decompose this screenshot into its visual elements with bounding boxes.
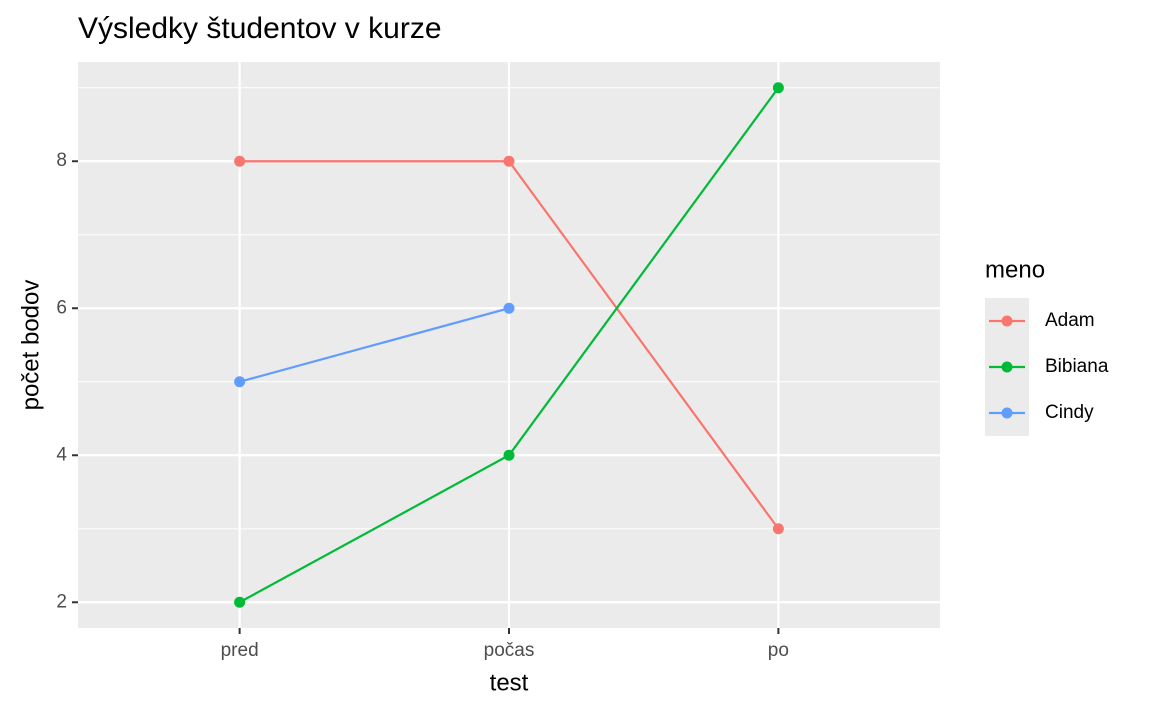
legend-point (1001, 361, 1013, 373)
y-tick-label: 2 (56, 591, 67, 612)
point (772, 523, 784, 535)
y-axis-label: počet bodov (17, 280, 44, 411)
point (234, 155, 246, 167)
y-tick-label: 6 (56, 297, 67, 318)
point (234, 596, 246, 608)
point (234, 376, 246, 388)
legend-title: meno (985, 256, 1045, 283)
legend-point (1001, 315, 1013, 327)
legend-label: Bibiana (1045, 356, 1109, 377)
legend-point (1001, 407, 1013, 419)
point (503, 449, 515, 461)
point (503, 302, 515, 314)
x-tick-label: počas (484, 640, 535, 661)
x-axis-label: test (490, 669, 529, 696)
x-tick-label: po (768, 640, 789, 661)
y-tick-label: 4 (56, 444, 67, 465)
legend-label: Adam (1045, 310, 1095, 331)
series-line (239, 307, 510, 383)
y-tick-label: 8 (56, 150, 67, 171)
chart-title: Výsledky študentov v kurze (78, 12, 442, 45)
legend-label: Cindy (1045, 402, 1094, 423)
point (503, 155, 515, 167)
x-tick-label: pred (221, 640, 259, 661)
point (772, 82, 784, 94)
